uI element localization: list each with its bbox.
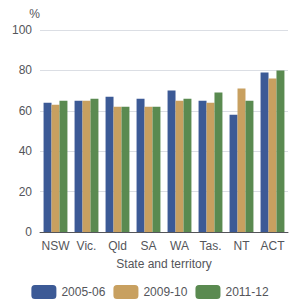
svg-text:%: % <box>29 7 40 21</box>
svg-text:100: 100 <box>12 23 32 37</box>
svg-text:WA: WA <box>170 239 189 253</box>
svg-text:NSW: NSW <box>42 239 71 253</box>
svg-text:2005-06: 2005-06 <box>61 285 105 299</box>
svg-text:SA: SA <box>140 239 156 253</box>
svg-text:2011-12: 2011-12 <box>225 285 268 299</box>
svg-text:0: 0 <box>25 225 32 239</box>
svg-text:60: 60 <box>19 104 33 118</box>
svg-text:2009-10: 2009-10 <box>143 285 187 299</box>
svg-text:Tas.: Tas. <box>199 239 221 253</box>
svg-text:20: 20 <box>19 185 33 199</box>
svg-text:40: 40 <box>19 144 33 158</box>
svg-text:80: 80 <box>19 63 33 77</box>
svg-text:State and territory: State and territory <box>116 257 211 271</box>
svg-text:ACT: ACT <box>261 239 286 253</box>
svg-text:NT: NT <box>234 239 251 253</box>
svg-text:Vic.: Vic. <box>77 239 97 253</box>
svg-text:Qld: Qld <box>108 239 127 253</box>
